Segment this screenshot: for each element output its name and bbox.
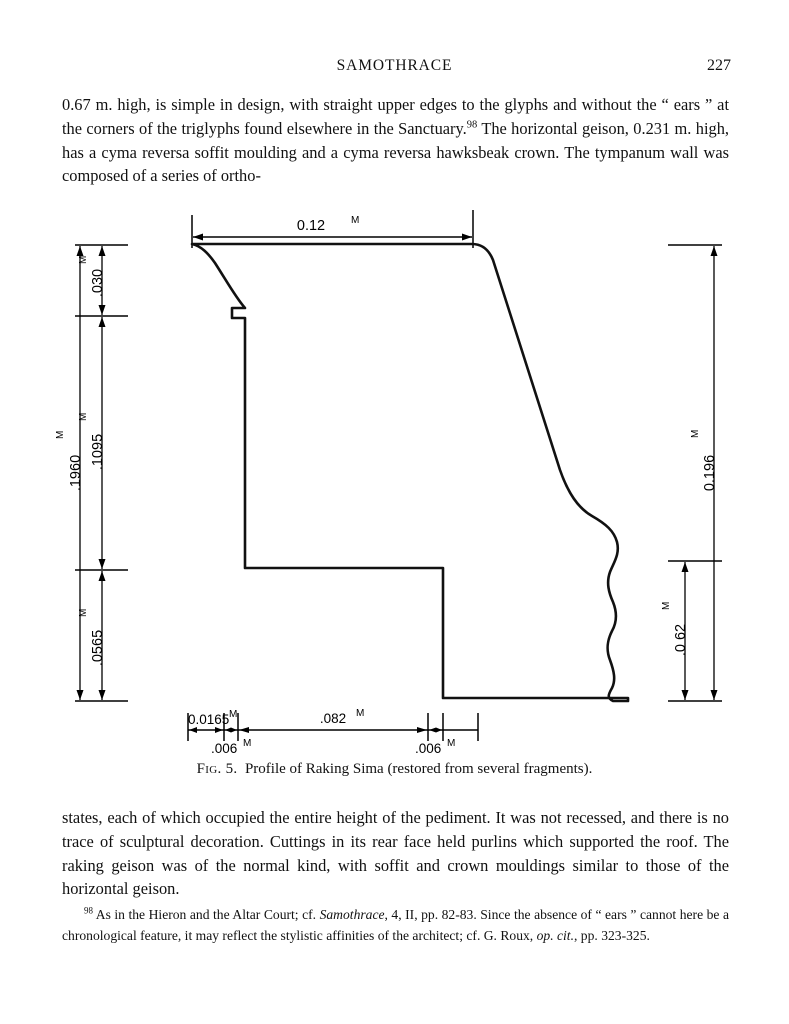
dimension-right-lower-label: .0 62: [673, 624, 689, 656]
dimension-left-upper-unit: M: [78, 256, 89, 264]
footnote-block: 98 As in the Hieron and the Altar Court;…: [62, 905, 729, 946]
paragraph-top-text: 0.67 m. high, is simple in design, with …: [62, 95, 729, 138]
footnote-italic-2: op. cit.: [536, 927, 574, 943]
footnote-text-1: As in the Hieron and the Altar Court; cf…: [93, 907, 320, 922]
figure-caption-label: Fig. 5.: [196, 761, 238, 777]
dimension-right-lower-unit: M: [661, 602, 672, 610]
footnote-number: 98: [84, 905, 93, 916]
sima-profile-outline: [190, 242, 630, 703]
raking-sima-profile-drawing: 0.12 M .1960 M: [55, 210, 722, 756]
dimension-left-middle-label: .1095: [90, 434, 106, 470]
footnote-italic-1: Samothrace: [319, 907, 385, 922]
dimension-top-width: 0.12 M: [191, 210, 474, 248]
footnote-text-3: , pp. 323-325.: [574, 927, 650, 943]
running-head-title: SAMOTHRACE: [336, 57, 453, 74]
footnote-text-2: , 4, II, pp. 82-83. Since the absence of…: [62, 907, 730, 943]
dimension-left-upper-label: .030: [90, 269, 106, 297]
figure-raking-sima: 0.12 M .1960 M: [0, 190, 789, 790]
dimension-bottom-right-small-label: .006: [415, 741, 441, 756]
page-number: 227: [707, 57, 731, 74]
dimension-right-total-unit: M: [690, 430, 701, 438]
body-paragraph-bottom: states, each of which occupied the entir…: [62, 808, 729, 899]
dimension-top-width-unit: M: [351, 215, 359, 226]
dimension-left-lower-label: .0565: [90, 630, 106, 666]
dimension-bottom-left-small-label: .006: [211, 741, 237, 756]
footnote-reference-marker: 98: [466, 119, 478, 131]
dimension-left-lower-unit: M: [78, 609, 89, 617]
dimension-left-total-label: .1960: [68, 455, 84, 491]
body-paragraph-top: 0.67 m. high, is simple in design, with …: [62, 93, 729, 188]
dimension-left-chain: .1960 M .030 M .1095 M .0565 M: [55, 244, 128, 702]
paragraph-top-continuation: The horizontal geison, 0.231 m. high, ha…: [62, 118, 729, 186]
figure-caption: Fig. 5. Profile of Raking Sima (restored…: [0, 761, 789, 778]
dimension-left-middle-unit: M: [78, 413, 89, 421]
figure-caption-text: Profile of Raking Sima (restored from se…: [244, 761, 593, 777]
dimension-bottom-left-unit: M: [229, 709, 237, 720]
dimension-bottom-middle-label: .082: [320, 711, 346, 726]
dimension-bottom-left-small-unit: M: [243, 738, 251, 749]
dimension-bottom-right-small-unit: M: [447, 738, 455, 749]
dimension-right-chain: 0.196 M .0 62 M: [661, 244, 722, 702]
dimension-top-width-label: 0.12: [297, 218, 325, 234]
dimension-right-total-label: 0.196: [702, 455, 718, 491]
running-head: SAMOTHRACE 227: [0, 57, 789, 77]
dimension-bottom-chain: 0.0165 M .006 M .082 M .006 M: [187, 708, 479, 756]
dimension-bottom-left-label: 0.0165: [188, 712, 229, 727]
dimension-bottom-middle-unit: M: [356, 708, 364, 719]
dimension-left-total-unit: M: [55, 431, 66, 439]
